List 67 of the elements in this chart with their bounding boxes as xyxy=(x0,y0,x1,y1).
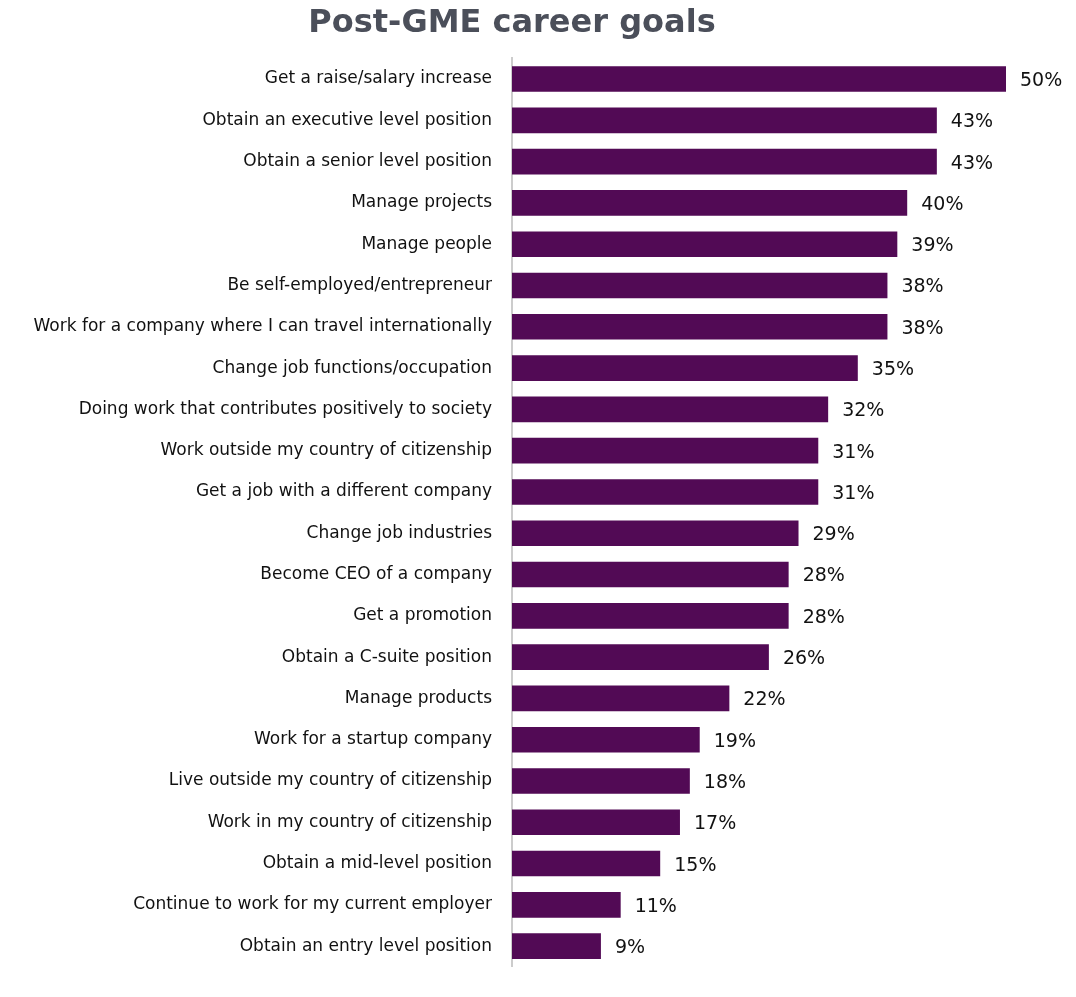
data-label: 38% xyxy=(901,274,944,297)
data-label: 22% xyxy=(743,687,786,710)
data-label: 11% xyxy=(634,893,677,916)
y-tick-label: Change job functions/occupation xyxy=(212,356,492,377)
bar xyxy=(512,768,690,794)
bar xyxy=(512,479,819,505)
y-tick-label: Obtain an entry level position xyxy=(239,934,492,955)
bar xyxy=(512,190,908,216)
bar xyxy=(512,148,937,175)
data-label: 19% xyxy=(713,728,756,751)
y-tick-label: Be self-employed/entrepreneur xyxy=(227,273,493,294)
y-tick-label: Manage products xyxy=(344,686,493,707)
data-label: 38% xyxy=(901,315,944,338)
y-tick-label: Work for a startup company xyxy=(254,728,492,749)
data-label: 43% xyxy=(950,150,994,173)
y-tick-label: Become CEO of a company xyxy=(260,562,492,583)
y-tick-label: Get a raise/salary increase xyxy=(264,67,492,88)
data-label: 28% xyxy=(802,604,845,627)
bar xyxy=(512,355,858,381)
y-tick-label: Manage people xyxy=(361,232,492,253)
bar xyxy=(512,231,898,258)
y-tick-label: Obtain an executive level position xyxy=(202,108,492,129)
bar xyxy=(512,726,700,753)
bar xyxy=(512,892,621,918)
bar xyxy=(512,644,769,670)
data-label: 43% xyxy=(950,109,994,132)
data-label: 15% xyxy=(674,852,717,875)
data-label: 9% xyxy=(614,935,646,958)
y-tick-label: Live outside my country of citizenship xyxy=(168,769,492,790)
data-label: 40% xyxy=(921,191,964,214)
y-tick-label: Obtain a C-suite position xyxy=(281,645,492,666)
bar xyxy=(512,603,789,629)
y-tick-label: Work outside my country of citizenship xyxy=(160,439,492,460)
y-tick-label: Doing work that contributes positively to society xyxy=(78,397,492,418)
y-tick-label: Get a promotion xyxy=(353,604,492,625)
data-label: 31% xyxy=(832,439,875,462)
bar xyxy=(512,520,799,547)
bar xyxy=(512,685,730,712)
data-label: 17% xyxy=(693,811,737,834)
bar xyxy=(512,809,680,836)
data-label: 26% xyxy=(782,646,826,669)
chart-title: Post-GME career goals xyxy=(308,1,716,40)
y-tick-label: Obtain a senior level position xyxy=(243,150,492,171)
bar xyxy=(512,850,661,877)
bar xyxy=(512,272,888,299)
y-tick-label: Get a job with a different company xyxy=(195,480,492,501)
bar xyxy=(512,396,829,423)
data-label: 39% xyxy=(911,233,954,256)
bar xyxy=(512,107,937,134)
y-tick-label: Manage projects xyxy=(351,191,493,212)
data-label: 29% xyxy=(812,522,855,545)
data-label: 35% xyxy=(871,357,915,380)
bar xyxy=(512,437,819,464)
data-label: 28% xyxy=(802,563,845,586)
y-tick-label: Continue to work for my current employer xyxy=(133,893,492,914)
data-label: 18% xyxy=(703,769,747,792)
y-tick-label: Work in my country of citizenship xyxy=(207,810,492,831)
bar xyxy=(512,66,1006,92)
bar xyxy=(512,561,789,588)
bar xyxy=(512,313,888,340)
y-tick-label: Work for a company where I can travel internationally xyxy=(33,315,492,336)
bar xyxy=(512,933,601,959)
data-label: 50% xyxy=(1020,67,1063,90)
y-tick-label: Change job industries xyxy=(306,521,493,542)
data-label: 31% xyxy=(832,480,875,503)
y-tick-label: Obtain a mid-level position xyxy=(262,851,492,872)
data-label: 32% xyxy=(842,398,885,421)
